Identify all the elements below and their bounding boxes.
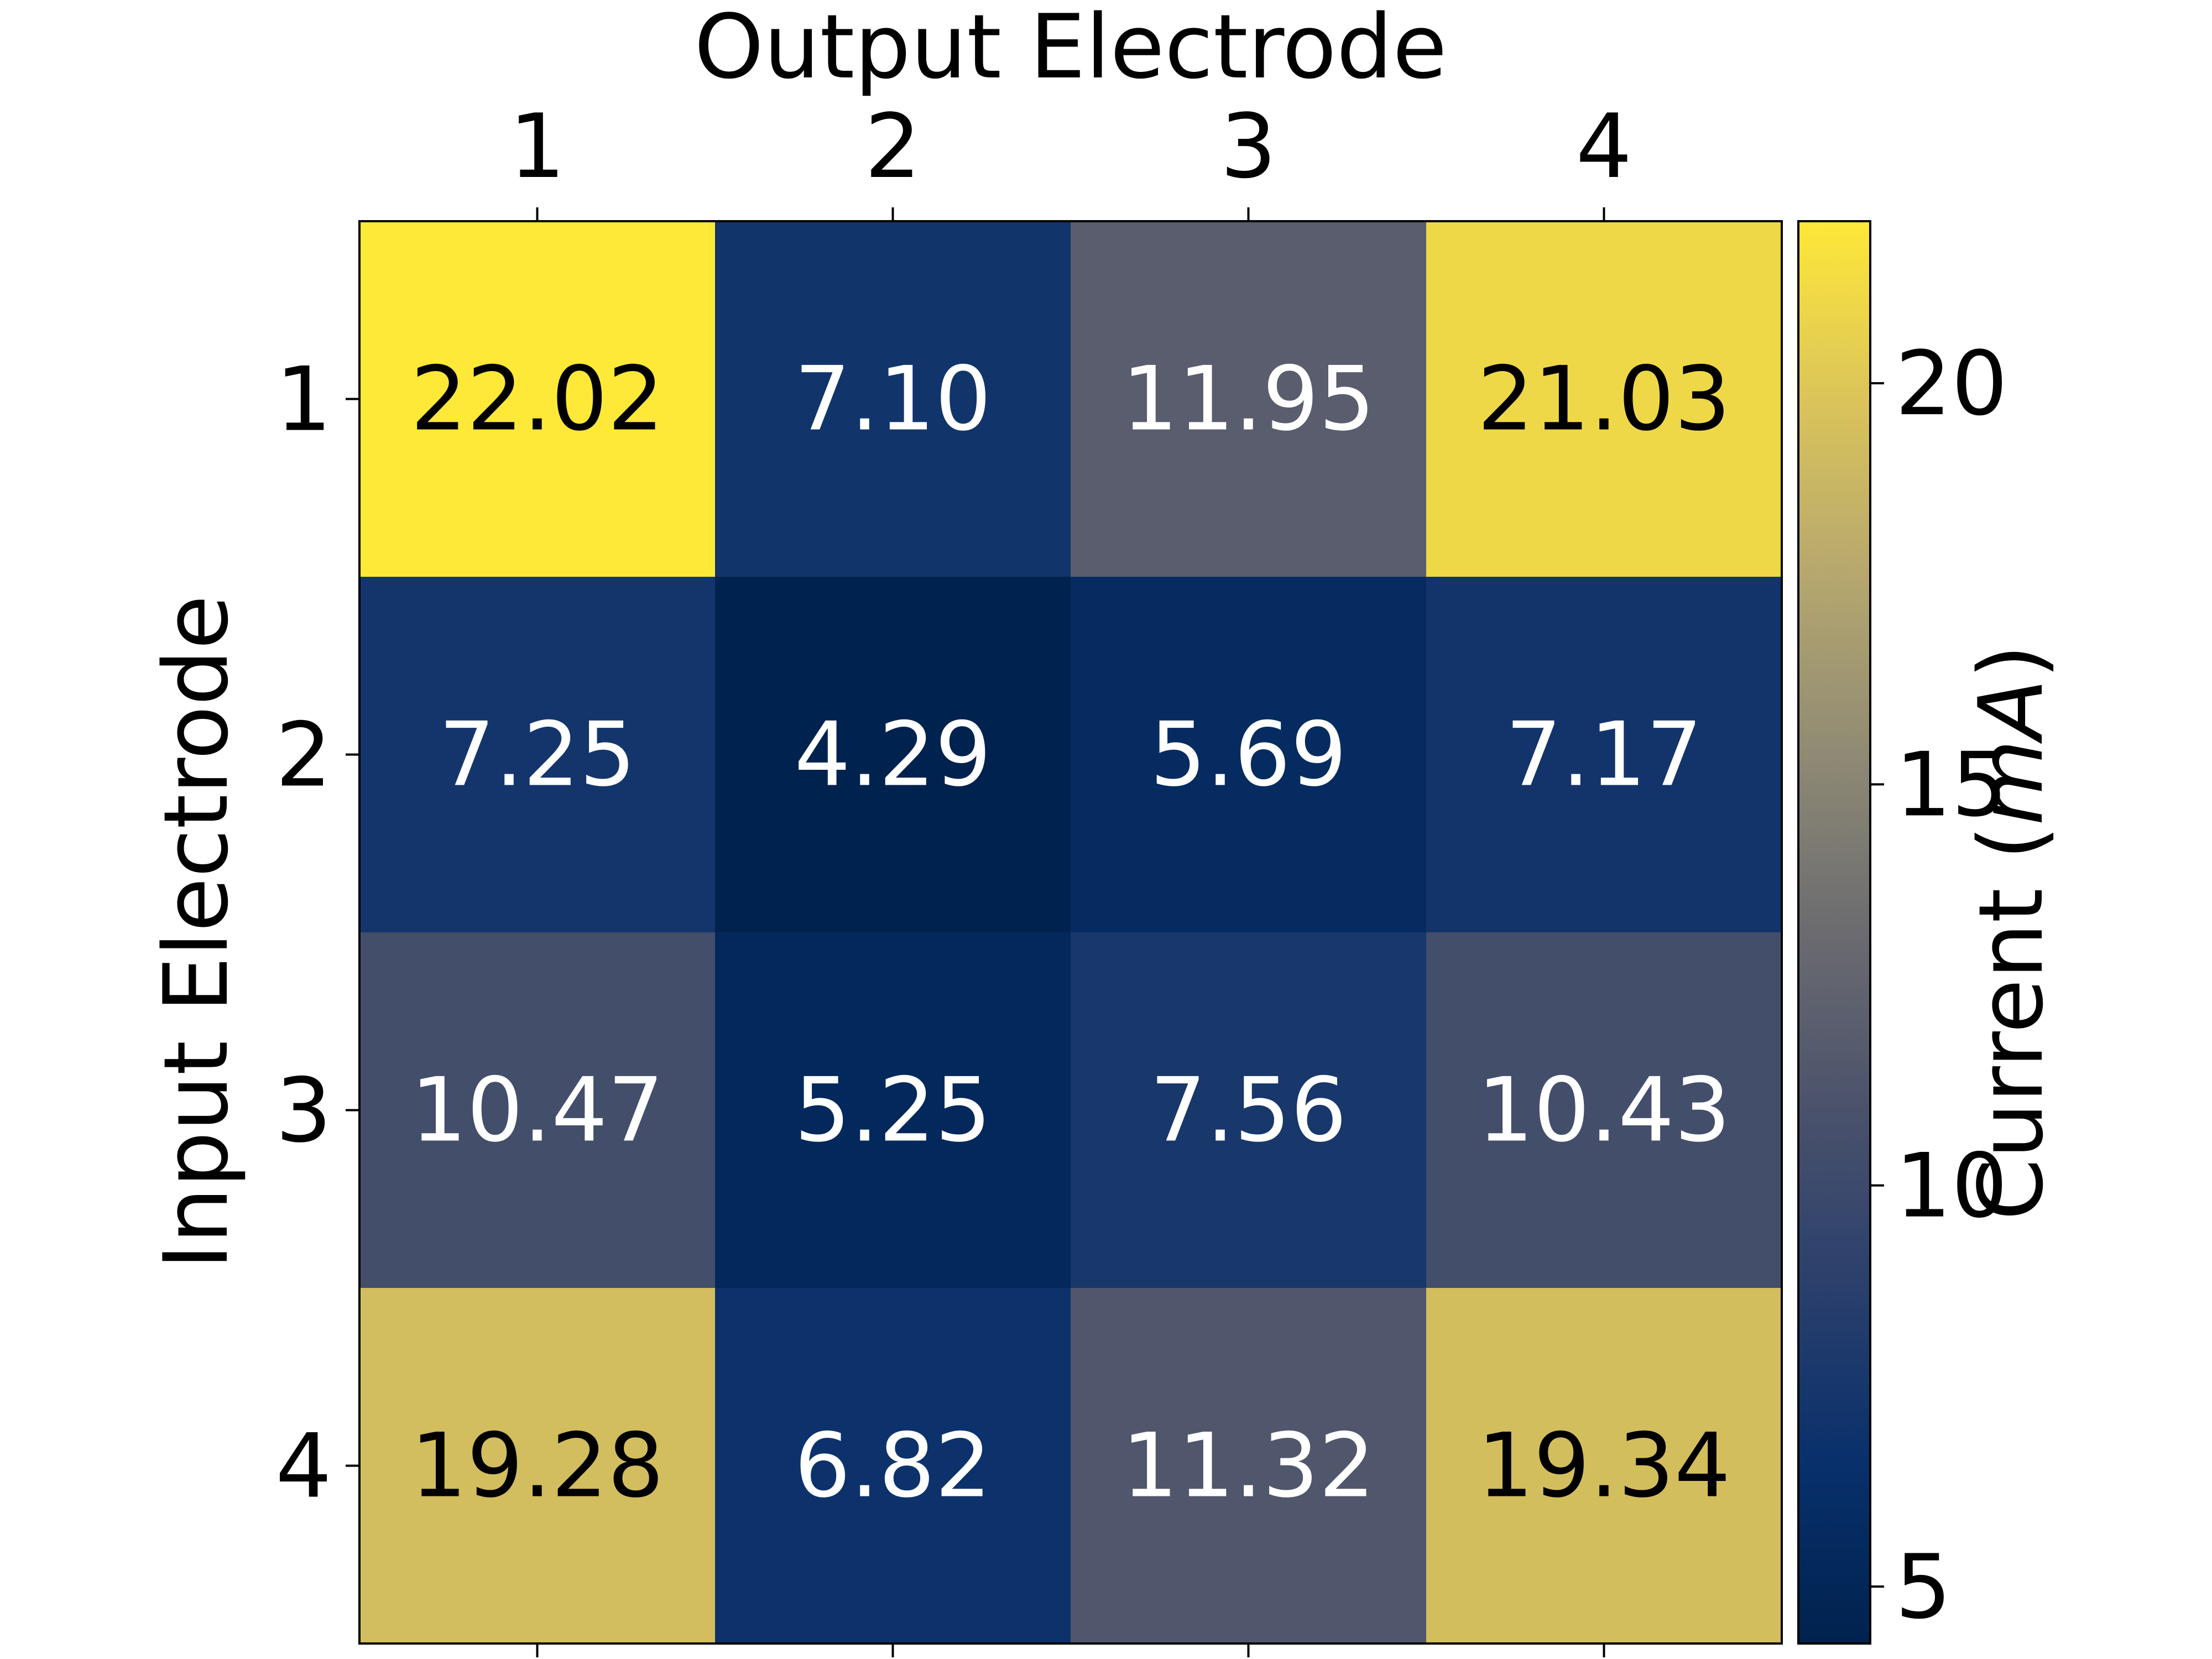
cell-label-r3-c4: 10.43 [1477,1058,1730,1162]
colorbar-tick-label-4: 20 [1895,332,2008,435]
heatmap-cell-r4-c4 [1426,1288,1782,1644]
cell-label-r1-c1: 22.02 [410,347,664,451]
cell-label-r2-c3: 5.69 [1150,703,1347,806]
cell-label-r4-c2: 6.82 [794,1414,991,1517]
cell-label-r3-c2: 5.25 [794,1058,991,1162]
x-axis-label: Output Electrode [694,0,1447,98]
y-tick-label-4: 4 [275,1415,332,1518]
cell-label-r2-c1: 7.25 [439,703,635,806]
colorbar-label-unit: mA [1959,679,2063,825]
x-tick-label-1: 1 [509,95,566,198]
x-axis-ticks: 1 2 3 4 [509,95,1632,1657]
y-tick-label-2: 2 [275,703,332,807]
heatmap-cell-r4-c3 [1071,1288,1426,1644]
heatmap-cell-r2-c3 [1071,577,1426,932]
colorbar-tick-label-1: 5 [1895,1535,1952,1639]
cell-label-r4-c4: 19.34 [1477,1414,1730,1517]
x-tick-label-4: 4 [1576,95,1632,198]
heatmap-cell-r1-c1 [359,221,715,577]
y-axis-ticks: 1 2 3 4 [275,348,359,1518]
heatmap-cell-r3-c3 [1071,932,1426,1288]
colorbar [1797,220,1871,1645]
cell-label-r1-c3: 11.95 [1121,347,1375,451]
cell-label-r3-c1: 10.47 [410,1058,664,1162]
y-tick-label-3: 3 [275,1059,332,1162]
x-tick-label-2: 2 [865,95,921,198]
heatmap-cell-r3-c2 [715,932,1071,1288]
colorbar-label: Current (mA) [1959,644,2063,1220]
heatmap-cell-r2-c4 [1426,577,1782,932]
colorbar-tick-label-2: 10 [1895,1134,2008,1238]
heatmap-cell-r3-c4 [1426,932,1782,1288]
x-tick-label-3: 3 [1220,95,1277,198]
colorbar-ticks: 5 10 15 20 [1870,332,2008,1639]
heatmap-cell-r2-c2 [715,577,1071,932]
heatmap-cell-r4-c1 [359,1288,715,1644]
cell-label-r2-c2: 4.29 [794,703,991,806]
heatmap-cell-r2-c1 [359,577,715,932]
cell-label-r3-c3: 7.56 [1150,1058,1347,1162]
heatmap-cell-r1-c4 [1426,221,1782,577]
colorbar-label-suffix: ) [1959,644,2063,679]
cell-label-r4-c3: 11.32 [1121,1414,1375,1517]
y-tick-label-1: 1 [275,348,332,451]
colorbar-label-prefix: Current ( [1959,826,2063,1220]
cell-label-r1-c2: 7.10 [794,347,991,451]
cell-label-r4-c1: 19.28 [410,1414,664,1517]
heatmap-cell-r3-c1 [359,932,715,1288]
y-axis-label: Input Electrode [144,595,248,1270]
colorbar-tick-label-3: 15 [1895,733,2008,836]
cell-label-r1-c4: 21.03 [1477,347,1730,451]
cell-value-labels: 22.02 7.10 11.95 21.03 7.25 4.29 5.69 7.17 10.47… [410,347,1730,1517]
heatmap-cell-r4-c2 [715,1288,1071,1644]
cell-label-r2-c4: 7.17 [1505,703,1702,806]
heatmap-cell-r1-c3 [1071,221,1426,577]
heatmap-cell-r1-c2 [715,221,1071,577]
plot-frame [358,220,1783,1645]
heatmap-cells [359,221,1782,1644]
